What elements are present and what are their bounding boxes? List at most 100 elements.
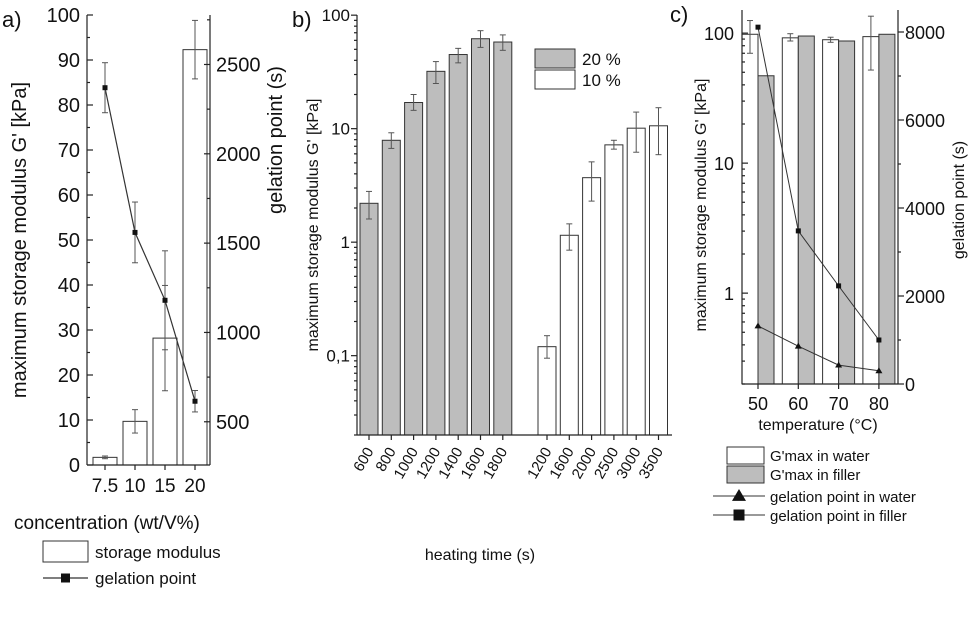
xtick-label-c: 70: [829, 394, 849, 414]
ytick-label-c-right: 6000: [905, 111, 945, 131]
bar-b-10pct-2500: [604, 144, 624, 436]
line-c-gel-water: [757, 325, 879, 372]
y-axis-label-c-right: gelation point (s): [951, 141, 968, 259]
ytick-label-c: 1: [724, 284, 734, 304]
bar-b-20pct-1600: [471, 38, 490, 436]
point-c-gel-water-80: [875, 367, 883, 374]
ytick-label-c: 100: [704, 24, 734, 44]
legend-a-box-storage: [42, 540, 89, 563]
point-a-gel-20: [192, 398, 198, 404]
point-c-gel-water-70: [835, 361, 843, 368]
x-axis-label-c: temperature (°C): [758, 417, 877, 434]
legend-b-label-20pct: 20 %: [582, 50, 621, 69]
panel-label-c: c): [670, 2, 688, 27]
legend-c-box-water: [726, 446, 765, 465]
legend-c-label-gel-water: gelation point in water: [770, 489, 916, 506]
bar-c-filler-60: [797, 35, 815, 385]
bar-c-water-60: [781, 37, 799, 385]
ytick-label-c: 10: [714, 154, 734, 174]
bar-b-20pct-1800: [493, 41, 513, 436]
ytick-label-c-right: 2000: [905, 287, 945, 307]
y-axis-label-c: maximum storage modulus G' [kPa]: [693, 79, 710, 332]
y-axis-label-a-right: gelation point (s): [265, 66, 287, 214]
ytick-label-b: 0,1: [326, 347, 350, 366]
bar-b-20pct-1400: [448, 54, 468, 436]
legend-c-label-water: G'max in water: [770, 448, 870, 465]
line-a-gelation-point: [104, 87, 196, 402]
ytick-label-a: 40: [58, 275, 80, 297]
legend-a-square-icon: [61, 573, 70, 583]
xtick-label-a: 20: [184, 476, 205, 497]
bar-c-filler-50: [757, 75, 775, 385]
ytick-label-a: 10: [58, 410, 80, 432]
xtick-label-c: 50: [748, 394, 768, 414]
legend-b-box-20pct: [534, 48, 576, 69]
bar-b-20pct-600: [359, 202, 379, 436]
bar-c-water-70: [822, 39, 840, 385]
xtick-label-c: 60: [788, 394, 808, 414]
point-c-gel-filler-50: [755, 24, 761, 30]
point-c-gel-filler-80: [876, 337, 882, 343]
ytick-label-a: 50: [58, 230, 80, 252]
ytick-label-a: 80: [58, 95, 80, 117]
ytick-label-c-right: 4000: [905, 199, 945, 219]
ytick-label-a: 0: [69, 455, 80, 477]
ytick-label-a: 70: [58, 140, 80, 162]
ytick-label-a-right: 1000: [216, 322, 261, 344]
ytick-label-b: 100: [322, 6, 350, 25]
ytick-label-c-right: 8000: [905, 23, 945, 43]
ytick-label-c-right: 0: [905, 375, 915, 395]
bar-b-20pct-800: [381, 139, 401, 436]
bar-b-20pct-1000: [404, 102, 424, 436]
xtick-label-a: 15: [154, 476, 175, 497]
bar-b-10pct-3000: [626, 127, 646, 436]
panel-label-a: a): [2, 7, 22, 32]
y-axis-label-b: maximum storage modulus G' [kPa]: [305, 99, 322, 352]
ytick-label-a-right: 1500: [216, 233, 261, 255]
line-c-gel-filler: [757, 27, 880, 341]
xtick-label-b: 600: [350, 445, 377, 475]
legend-a-gelation-point: gelation point: [95, 569, 196, 588]
bar-b-20pct-1200: [426, 70, 446, 436]
ytick-label-a-right: 2500: [216, 54, 261, 76]
point-a-gel-7.5: [102, 85, 108, 91]
point-c-gel-filler-60: [795, 228, 801, 234]
ytick-label-b: 10: [331, 120, 350, 139]
point-a-gel-15: [162, 297, 168, 303]
bar-b-10pct-1600: [559, 234, 579, 436]
bar-b-10pct-1200: [537, 346, 557, 436]
xtick-label-b: 1800: [480, 445, 511, 482]
point-a-gel-10: [132, 229, 138, 235]
ytick-label-b: 1: [341, 233, 350, 252]
bar-c-filler-80: [878, 33, 896, 385]
point-c-gel-filler-70: [836, 283, 842, 289]
ytick-label-a: 30: [58, 320, 80, 342]
legend-b-label-10pct: 10 %: [582, 71, 621, 90]
legend-c-label-gel-filler: gelation point in filler: [770, 508, 907, 525]
x-axis-label-a: concentration (wt/V%): [14, 513, 200, 534]
y-axis-label-a: maximum storage modulus G' [kPa]: [9, 82, 31, 398]
ytick-label-a: 20: [58, 365, 80, 387]
x-axis-label-b: heating time (s): [425, 547, 535, 564]
ytick-label-a-right: 500: [216, 412, 249, 434]
legend-c-square-icon: [733, 509, 745, 521]
xtick-label-b: 3500: [636, 445, 667, 482]
point-c-gel-water-60: [794, 342, 802, 349]
bar-b-10pct-2000: [582, 177, 602, 436]
ytick-label-a: 100: [47, 5, 80, 27]
legend-c-box-filler: [726, 465, 765, 484]
panel-label-b: b): [292, 7, 312, 32]
ytick-label-a: 90: [58, 50, 80, 72]
legend-c-triangle-icon: [732, 489, 746, 501]
legend-b-box-10pct: [534, 69, 576, 90]
ytick-label-a-right: 2000: [216, 144, 261, 166]
bar-c-filler-70: [838, 40, 856, 385]
xtick-label-a: 10: [124, 476, 145, 497]
xtick-label-c: 80: [869, 394, 889, 414]
xtick-label-a: 7.5: [92, 476, 118, 497]
legend-a-storage-modulus: storage modulus: [95, 543, 221, 562]
bar-b-10pct-3500: [649, 125, 668, 436]
point-c-gel-water-50: [754, 322, 762, 329]
bar-c-water-80: [862, 36, 880, 385]
